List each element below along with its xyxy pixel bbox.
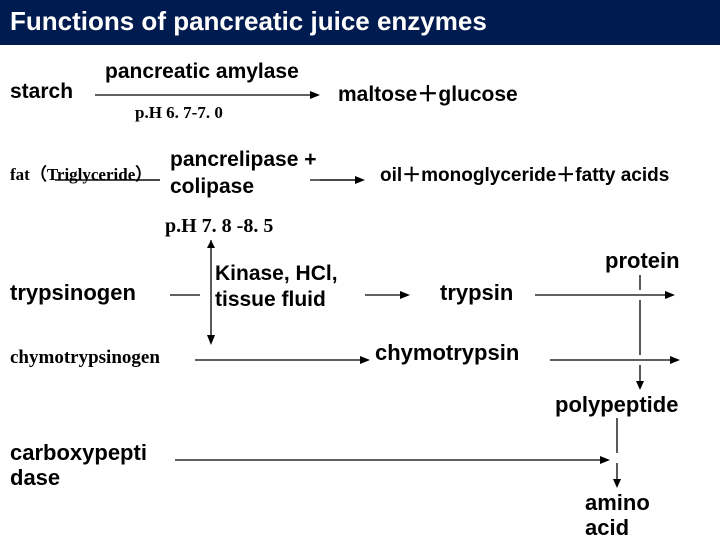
arrow-starch bbox=[95, 90, 320, 100]
label-chymotrypsin: chymotrypsin bbox=[375, 340, 519, 366]
arrow-chymotrypsinogen bbox=[195, 355, 370, 365]
arrow-poly-down bbox=[612, 418, 622, 453]
label-ph1: p.H 6. 7-7. 0 bbox=[135, 103, 223, 123]
label-lipase1: pancrelipase + bbox=[170, 148, 317, 172]
label-polypeptide: polypeptide bbox=[555, 392, 678, 418]
title-bar: Functions of pancreatic juice enzymes bbox=[0, 0, 720, 45]
label-activators2: tissue fluid bbox=[215, 288, 326, 312]
arrow-protein-mid bbox=[635, 300, 645, 355]
label-chymotrypsinogen: chymotrypsinogen bbox=[10, 347, 160, 369]
arrow-fat bbox=[55, 175, 365, 185]
arrow-ph-down bbox=[206, 240, 216, 345]
arrow-trypsin-right bbox=[535, 290, 675, 300]
label-trypsinogen: trypsinogen bbox=[10, 280, 136, 306]
arrow-protein-down2 bbox=[635, 365, 645, 390]
label-result1: maltose＋glucose bbox=[338, 78, 518, 108]
label-starch: starch bbox=[10, 80, 73, 104]
page-title: Functions of pancreatic juice enzymes bbox=[10, 6, 487, 36]
label-amino1: amino bbox=[585, 490, 650, 516]
label-activators1: Kinase, HCl, bbox=[215, 262, 338, 286]
label-protein: protein bbox=[605, 248, 680, 274]
label-carboxy1: carboxypepti bbox=[10, 440, 147, 466]
label-trypsin: trypsin bbox=[440, 280, 513, 306]
label-amino2: acid bbox=[585, 515, 629, 541]
arrow-to-amino bbox=[612, 463, 622, 488]
arrow-carboxy bbox=[175, 455, 610, 465]
label-result2: oil＋monoglyceride＋fatty acids bbox=[380, 160, 669, 187]
label-ph2: p.H 7. 8 -8. 5 bbox=[165, 215, 273, 238]
arrow-protein-down1 bbox=[635, 275, 645, 290]
arrow-chymo-right bbox=[550, 355, 680, 365]
label-carboxy2: dase bbox=[10, 465, 60, 491]
label-amylase: pancreatic amylase bbox=[105, 60, 299, 84]
